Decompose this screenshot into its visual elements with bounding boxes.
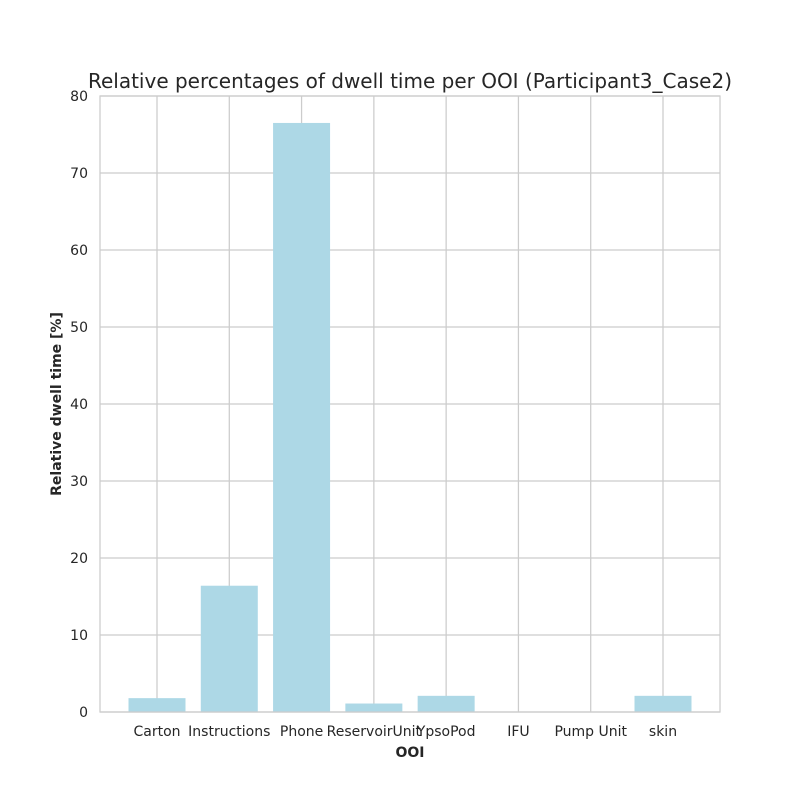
y-axis-label: Relative dwell time [%] xyxy=(49,312,65,496)
y-tick-label: 60 xyxy=(70,243,88,259)
plot-area-frame xyxy=(99,95,721,713)
chart-title: Relative percentages of dwell time per O… xyxy=(88,69,732,93)
y-tick-label: 20 xyxy=(70,551,88,567)
y-tick-label: 0 xyxy=(79,705,88,721)
x-tick-label: ReservoirUnit xyxy=(327,724,422,740)
bar-reservoirunit xyxy=(345,703,403,712)
bar-instructions xyxy=(200,585,258,712)
x-tick-label: Phone xyxy=(280,724,323,740)
x-tick-label: YpsoPod xyxy=(416,724,476,740)
bars xyxy=(128,122,692,712)
bar-ypsopod xyxy=(417,695,475,712)
bar-carton xyxy=(128,698,186,712)
bar-phone xyxy=(273,122,331,712)
x-tick-label: skin xyxy=(649,724,677,740)
y-tick-label: 40 xyxy=(70,397,88,413)
y-tick-label: 10 xyxy=(70,628,88,644)
x-axis-label: OOI xyxy=(395,745,424,761)
x-tick-label: Instructions xyxy=(188,724,270,740)
x-tick-label: Carton xyxy=(133,724,180,740)
x-tick-label: IFU xyxy=(507,724,529,740)
y-axis-ticks: 0 10 20 30 40 50 60 70 80 xyxy=(70,89,88,721)
bar-skin xyxy=(634,695,692,712)
grid xyxy=(100,95,720,713)
x-axis-ticks: Carton Instructions Phone ReservoirUnitYpso… xyxy=(133,724,677,740)
x-tick-label: Pump Unit xyxy=(554,724,627,740)
y-tick-label: 30 xyxy=(70,474,88,490)
y-tick-label: 50 xyxy=(70,320,88,336)
y-tick-label: 70 xyxy=(70,166,88,182)
y-tick-label: 80 xyxy=(70,89,88,105)
